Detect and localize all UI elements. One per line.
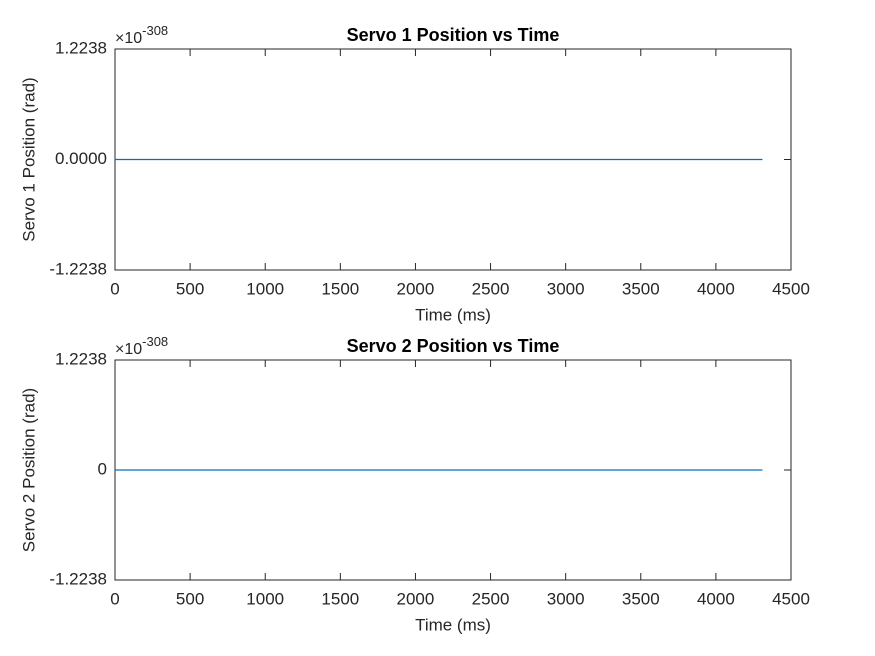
x-tick-label: 2000: [397, 589, 435, 608]
multiplier-base: ×10: [115, 341, 142, 358]
x-tick-label: 500: [176, 279, 204, 298]
x-tick-label: 4500: [772, 279, 810, 298]
y-tick-label: 0.0000: [55, 149, 107, 168]
y-axis-label: Servo 2 Position (rad): [19, 388, 38, 552]
x-tick-label: 2000: [397, 279, 435, 298]
y-tick-label: 1.2238: [55, 38, 107, 57]
multiplier-base: ×10: [115, 30, 142, 47]
x-tick-label: 1500: [321, 279, 359, 298]
x-tick-label: 0: [110, 589, 119, 608]
x-tick-label: 4000: [697, 279, 735, 298]
y-axis-label: Servo 1 Position (rad): [19, 77, 38, 241]
y-tick-label: 1.2238: [55, 349, 107, 368]
x-tick-label: 1000: [246, 279, 284, 298]
x-tick-label: 1000: [246, 589, 284, 608]
x-tick-label: 3500: [622, 279, 660, 298]
x-tick-label: 4000: [697, 589, 735, 608]
y-tick-label: 0: [98, 459, 107, 478]
chart-title: Servo 1 Position vs Time: [347, 25, 560, 45]
x-axis-label: Time (ms): [415, 615, 491, 634]
x-tick-label: 4500: [772, 589, 810, 608]
x-tick-label: 0: [110, 279, 119, 298]
y-multiplier: ×10-308: [115, 23, 168, 47]
x-tick-label: 2500: [472, 589, 510, 608]
chart-title: Servo 2 Position vs Time: [347, 336, 560, 356]
y-tick-label: -1.2238: [49, 569, 107, 588]
x-tick-label: 3000: [547, 279, 585, 298]
y-tick-label: -1.2238: [49, 259, 107, 278]
x-tick-label: 1500: [321, 589, 359, 608]
multiplier-exponent: -308: [142, 23, 168, 38]
x-axis-label: Time (ms): [415, 305, 491, 324]
x-tick-label: 2500: [472, 279, 510, 298]
x-tick-label: 3500: [622, 589, 660, 608]
multiplier-exponent: -308: [142, 334, 168, 349]
x-tick-label: 3000: [547, 589, 585, 608]
x-tick-label: 500: [176, 589, 204, 608]
y-multiplier: ×10-308: [115, 334, 168, 358]
